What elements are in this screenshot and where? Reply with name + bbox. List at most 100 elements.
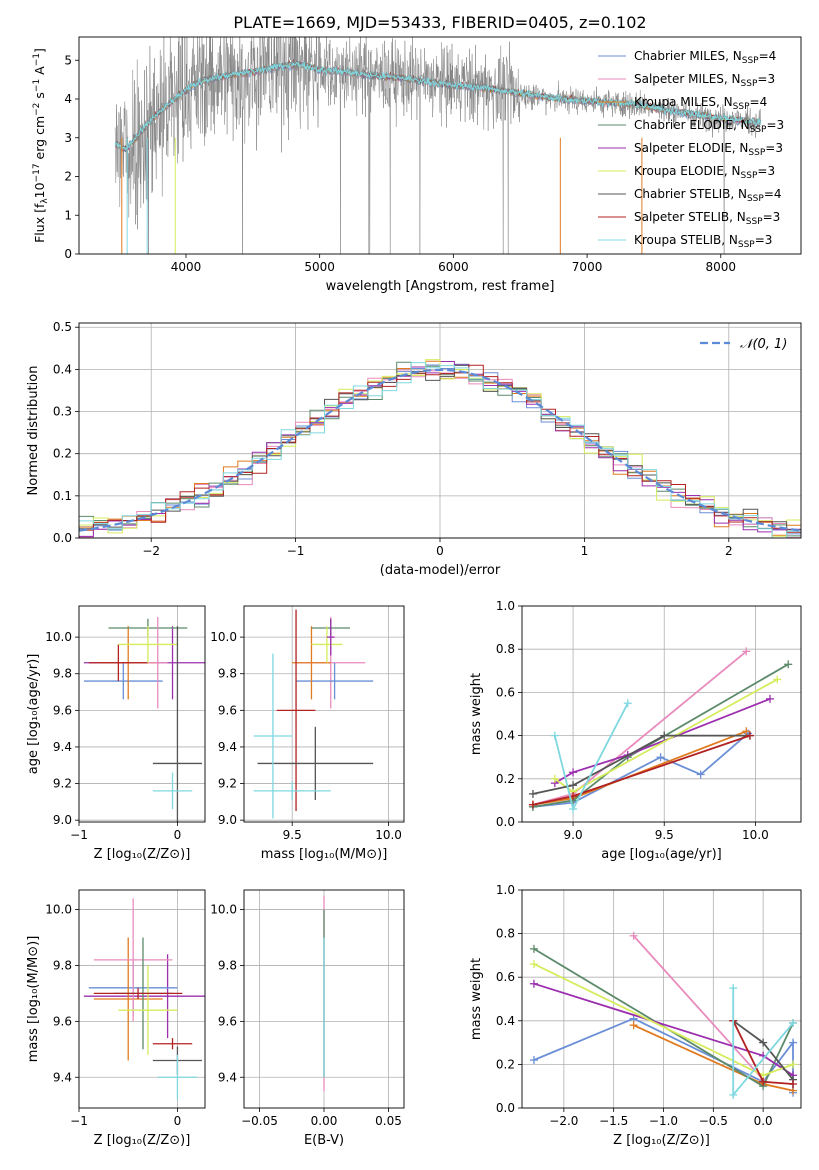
y-tick-label: 9.6 xyxy=(53,703,72,717)
y-tick-label: 0.0 xyxy=(496,815,515,829)
legend-sub: SSP xyxy=(746,217,763,227)
errorbar xyxy=(292,626,331,700)
axes-frame xyxy=(521,605,802,823)
legend-suffix: =4 xyxy=(759,49,777,63)
x-axis-label: Z [log₁₀(Z/Z⊙)] xyxy=(94,1133,191,1148)
weight-series-line xyxy=(554,698,771,784)
errorbar xyxy=(83,954,205,1039)
errorbar xyxy=(253,781,331,801)
y-axis-label-part: λ xyxy=(40,198,50,204)
legend-label: Kroupa ELODIE, N xyxy=(634,164,741,178)
errorbar xyxy=(152,626,203,822)
legend-sub: SSP xyxy=(741,171,758,181)
errorbars xyxy=(83,616,205,822)
legend-entry: Salpeter STELIB, NSSP=3 xyxy=(634,210,780,227)
legend-label: Salpeter ELODIE, N xyxy=(634,141,748,155)
residual-histogram xyxy=(79,362,801,538)
axes-mass-vs-EBV: −0.05 0.00 0.05 9.4 9.6 9.8 10.0 E(B-V) xyxy=(210,889,405,1148)
gaussian-curve xyxy=(79,368,801,532)
y-tick-label: 0.0 xyxy=(496,1101,515,1115)
legend-label: Kroupa STELIB, N xyxy=(634,233,738,247)
errorbar xyxy=(93,987,183,999)
y-tick-label: 0.8 xyxy=(496,642,515,656)
y-tick-label: 0.1 xyxy=(53,489,72,503)
y-tick-label: 0.3 xyxy=(53,405,72,419)
y-tick-label: 9.4 xyxy=(218,740,237,754)
y-axis-label-part: −1 xyxy=(32,79,42,92)
axes-weight-vs-Z: −2.0 −1.5 −1.0 −0.5 0.0 0.0 0.2 0.4 0.6 0.8 1.0 Z [… xyxy=(469,883,802,1148)
axes-frame xyxy=(78,36,802,255)
y-tick-label: 9.4 xyxy=(53,1070,72,1084)
x-tick-label: 9.5 xyxy=(655,828,674,842)
y-tick-label: 10.0 xyxy=(45,903,72,917)
y-tick-label: 0.4 xyxy=(496,729,515,743)
legend-label: Salpeter MILES, N xyxy=(634,72,741,86)
legend-suffix: =3 xyxy=(766,118,784,132)
y-tick-label: 9.4 xyxy=(53,740,72,754)
x-tick-label: 4000 xyxy=(171,260,202,274)
x-tick-label: 10.0 xyxy=(375,828,402,842)
x-axis-label: (data-model)/error xyxy=(380,563,501,578)
x-tick-label: −1.5 xyxy=(599,1114,628,1128)
axes-frame xyxy=(78,322,802,539)
weight-series-line xyxy=(532,663,789,808)
x-tick-label: 8000 xyxy=(706,260,737,274)
y-axis-label-part: −17 xyxy=(32,163,42,182)
legend-suffix: =4 xyxy=(764,187,782,201)
axes-frame xyxy=(243,889,405,1109)
errorbar xyxy=(311,626,343,663)
legend-entry: Salpeter ELODIE, NSSP=3 xyxy=(634,141,783,158)
y-axis-label-part: ] xyxy=(32,48,47,53)
x-tick-label: −0.5 xyxy=(699,1114,728,1128)
y-axis-label-part: 10 xyxy=(32,182,47,198)
errorbar xyxy=(118,965,178,1055)
residual-steps xyxy=(79,359,801,538)
errorbar xyxy=(93,937,163,1061)
errorbar xyxy=(88,644,148,682)
x-tick-label: −1.0 xyxy=(649,1114,678,1128)
y-axis-label-part: Flux [f xyxy=(32,203,47,243)
errorbars xyxy=(83,898,205,1100)
legend-entry: Salpeter MILES, NSSP=3 xyxy=(634,72,775,89)
y-tick-label: 9.6 xyxy=(53,1014,72,1028)
legend-entry: Chabrier MILES, NSSP=4 xyxy=(634,49,776,66)
legend-sub: SSP xyxy=(742,56,759,66)
y-axis-label: mass weight xyxy=(469,673,484,755)
x-tick-label: 5000 xyxy=(304,260,335,274)
y-tick-label: 10.0 xyxy=(45,630,72,644)
y-tick-label: 9.0 xyxy=(53,813,72,827)
y-tick-label: 0.8 xyxy=(496,927,515,941)
spectrum-lines xyxy=(114,37,762,254)
x-tick-label: 10.0 xyxy=(742,828,769,842)
y-tick-label: 9.6 xyxy=(218,703,237,717)
legend-entry: 𝒩(0, 1) xyxy=(740,337,787,352)
y-tick-label: 2 xyxy=(64,170,72,184)
errorbars xyxy=(253,609,374,819)
legend-label: Chabrier MILES, N xyxy=(634,49,742,63)
errorbar xyxy=(83,662,163,700)
y-tick-label: 9.2 xyxy=(218,777,237,791)
figure-title: PLATE=1669, MJD=53433, FIBERID=0405, z=0… xyxy=(233,13,646,32)
y-axis-label: age [log₁₀(age/yr)] xyxy=(26,654,41,775)
legend-entry: Chabrier STELIB, NSSP=4 xyxy=(634,187,782,204)
y-axis-label-part: erg cm xyxy=(32,116,47,164)
x-axis-label: E(B-V) xyxy=(304,1133,344,1148)
x-tick-label: 1 xyxy=(581,544,589,558)
axes-age-vs-mass: 9.5 10.0 9.0 9.2 9.4 9.6 9.8 10.0 mass [log₁₀(M/… xyxy=(210,605,405,862)
y-tick-label: 0.5 xyxy=(53,320,72,334)
legend-sub: SSP xyxy=(733,102,750,112)
y-tick-label: 9.8 xyxy=(218,958,237,972)
x-tick-label: 6000 xyxy=(438,260,469,274)
y-tick-label: 1.0 xyxy=(496,599,515,613)
y-tick-label: 0.2 xyxy=(496,772,515,786)
y-tick-label: 1 xyxy=(64,208,72,222)
x-tick-label: 2 xyxy=(725,544,733,558)
axes-frame xyxy=(243,605,405,823)
legend-sub: SSP xyxy=(741,79,758,89)
errorbar xyxy=(257,726,374,801)
legend-label: Chabrier STELIB, N xyxy=(634,187,747,201)
weight-series-line xyxy=(632,935,764,1081)
y-tick-label: 0.4 xyxy=(53,362,72,376)
